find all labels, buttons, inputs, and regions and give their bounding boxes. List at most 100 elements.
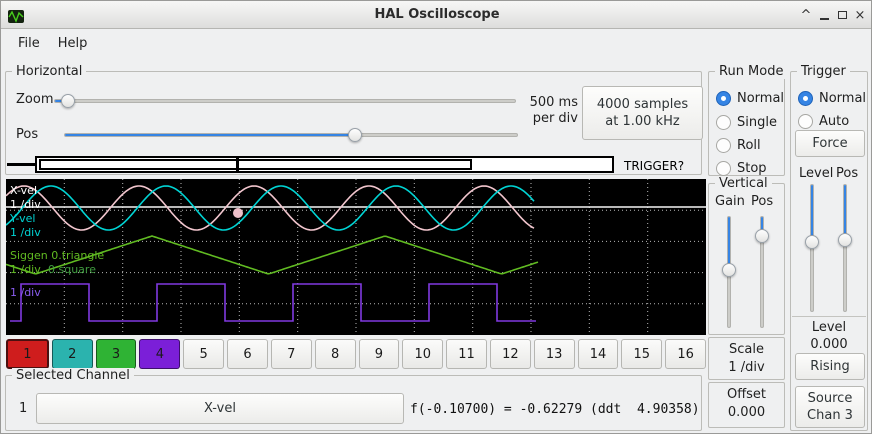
app-window: HAL Oscilloscope ^ × File Help Horizonta… <box>0 0 872 434</box>
trigger-level-readout-label: Level <box>792 319 866 336</box>
offset-label: Offset <box>709 386 784 404</box>
channel-name-button[interactable]: X-vel <box>36 393 404 424</box>
offset-frame: Offset 0.000 <box>708 382 785 428</box>
scale-value: 1 /div <box>709 359 784 377</box>
radio-off-icon <box>716 161 731 176</box>
maximize-button[interactable] <box>833 6 851 24</box>
run-mode-single-label: Single <box>737 115 777 130</box>
channel-button-1[interactable]: 1 <box>6 339 49 369</box>
trigger-pos-slider[interactable] <box>838 184 852 312</box>
shade-icon: ^ <box>801 8 812 23</box>
run-mode-normal[interactable]: Normal <box>716 90 784 106</box>
vertical-group-label: Vertical <box>715 176 772 191</box>
record-view-widget[interactable] <box>7 156 614 173</box>
trigger-group: Trigger Normal Auto Force Level Pos Leve… <box>790 71 868 431</box>
svg-text:1 /div: 1 /div <box>10 226 41 239</box>
channel-button-13[interactable]: 13 <box>534 339 575 369</box>
run-mode-stop-label: Stop <box>737 161 767 176</box>
channel-button-16[interactable]: 16 <box>665 339 706 369</box>
trigger-level-readout: Level 0.000 <box>792 316 866 353</box>
minimize-button[interactable] <box>815 6 833 24</box>
trigger-level-slider[interactable] <box>805 184 819 312</box>
time-per-div-label: 500 ms per div <box>518 95 578 127</box>
radio-off-icon <box>716 115 731 130</box>
maximize-icon <box>838 11 847 19</box>
svg-text:1 /div: 1 /div <box>10 286 41 299</box>
run-mode-normal-label: Normal <box>737 91 784 106</box>
zoom-label: Zoom <box>16 92 53 107</box>
offset-value: 0.000 <box>709 404 784 422</box>
channel-button-4[interactable]: 4 <box>139 339 180 369</box>
run-mode-roll-label: Roll <box>737 138 761 153</box>
svg-text:0.square: 0.square <box>48 263 96 276</box>
force-button[interactable]: Force <box>795 130 865 157</box>
vertical-pos-thumb[interactable] <box>755 229 769 243</box>
titlebar-controls: ^ × <box>797 1 869 29</box>
channel-button-9[interactable]: 9 <box>359 339 400 369</box>
channel-row: 12345678910111213141516 <box>6 339 706 369</box>
channel-button-6[interactable]: 6 <box>227 339 268 369</box>
horizontal-pos-slider[interactable] <box>64 128 518 142</box>
record-trigger-marker <box>236 156 239 173</box>
svg-text:X-vel: X-vel <box>10 184 37 197</box>
zoom-slider[interactable] <box>54 94 516 108</box>
scope-display[interactable]: X-vel1 /divY-vel1 /divSiggen 0.triangle1… <box>6 179 706 335</box>
channel-button-7[interactable]: 7 <box>271 339 312 369</box>
trigger-source-button[interactable]: Source Chan 3 <box>795 386 865 428</box>
selected-channel-group-label: Selected Channel <box>12 368 134 383</box>
close-button[interactable]: × <box>851 6 869 24</box>
vertical-gain-fill <box>728 217 730 270</box>
radio-off-icon <box>798 114 813 129</box>
trigger-status-label: TRIGGER? <box>624 159 684 173</box>
vertical-group: Vertical Gain Pos <box>708 183 785 335</box>
svg-text:Siggen 0.triangle: Siggen 0.triangle <box>10 249 104 262</box>
scale-frame: Scale 1 /div <box>708 337 785 380</box>
pos-slider-thumb[interactable] <box>348 128 362 142</box>
channel-button-3[interactable]: 3 <box>96 339 137 369</box>
zoom-slider-thumb[interactable] <box>61 94 75 108</box>
trigger-level-readout-value: 0.000 <box>792 336 866 353</box>
samples-rate: at 1.00 kHz <box>597 113 688 130</box>
trigger-pos-thumb[interactable] <box>838 233 852 247</box>
trigger-level-thumb[interactable] <box>805 235 819 249</box>
channel-button-15[interactable]: 15 <box>621 339 662 369</box>
selected-channel-group: Selected Channel 1 X-vel f(-0.10700) = -… <box>5 375 702 431</box>
channel-button-10[interactable]: 10 <box>402 339 443 369</box>
trigger-pos-label: Pos <box>836 166 858 181</box>
svg-text:1 /div: 1 /div <box>10 263 41 276</box>
channel-button-12[interactable]: 12 <box>490 339 531 369</box>
run-mode-roll[interactable]: Roll <box>716 137 761 153</box>
trigger-source-value: Chan 3 <box>807 407 853 424</box>
pos-slider-fill <box>65 134 354 136</box>
run-mode-group-label: Run Mode <box>715 64 787 79</box>
radio-off-icon <box>716 138 731 153</box>
channel-button-2[interactable]: 2 <box>52 339 93 369</box>
menubar: File Help <box>1 29 872 57</box>
time-per-div-unit: per div <box>518 111 578 127</box>
run-mode-single[interactable]: Single <box>716 114 777 130</box>
trigger-pos-fill <box>844 185 846 240</box>
samples-button[interactable]: 4000 samples at 1.00 kHz <box>582 86 703 140</box>
vertical-gain-slider[interactable] <box>722 216 736 328</box>
run-mode-stop[interactable]: Stop <box>716 160 767 176</box>
channel-button-8[interactable]: 8 <box>315 339 356 369</box>
trigger-mode-normal-label: Normal <box>819 91 866 106</box>
trigger-mode-normal[interactable]: Normal <box>798 90 866 106</box>
trigger-mode-auto[interactable]: Auto <box>798 113 849 129</box>
svg-text:1 /div: 1 /div <box>10 198 41 211</box>
trigger-edge-button[interactable]: Rising <box>795 353 865 380</box>
titlebar[interactable]: HAL Oscilloscope ^ × <box>1 1 872 29</box>
menu-file[interactable]: File <box>9 33 49 54</box>
channel-button-11[interactable]: 11 <box>446 339 487 369</box>
channel-button-14[interactable]: 14 <box>578 339 619 369</box>
horizontal-group: Horizontal Zoom 500 ms per div 4000 samp… <box>5 71 702 175</box>
trigger-pos-track <box>843 184 847 312</box>
vertical-pos-slider[interactable] <box>755 216 769 328</box>
vertical-gain-label: Gain <box>715 194 745 209</box>
menu-help[interactable]: Help <box>49 33 97 54</box>
radio-on-icon <box>798 91 813 106</box>
trigger-group-label: Trigger <box>797 64 850 79</box>
vertical-gain-thumb[interactable] <box>722 263 736 277</box>
channel-button-5[interactable]: 5 <box>183 339 224 369</box>
shade-button[interactable]: ^ <box>797 6 815 24</box>
